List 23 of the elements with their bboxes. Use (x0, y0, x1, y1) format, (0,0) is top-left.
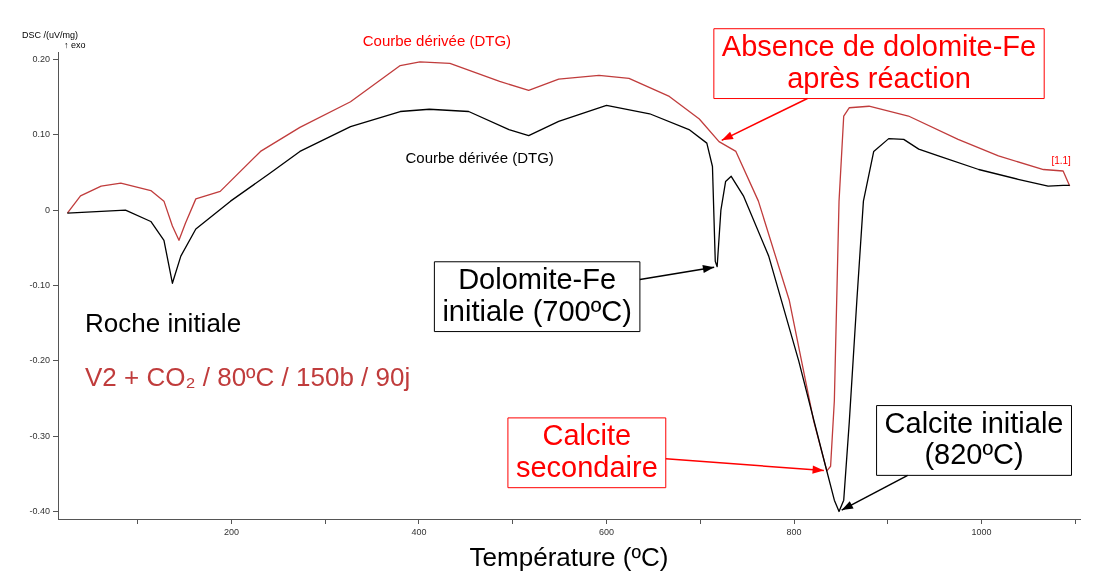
x-axis-title: Température (ºC) (469, 541, 669, 572)
text: V2 + CO₂ / 80ºC / 150b / 90j (85, 362, 411, 393)
y-axis-title: DSC /(uV/mg) ↑ exo (22, 30, 86, 50)
y-tick-label: 0.20 (32, 54, 50, 65)
annotation: Calcite initiale (820ºC) (884, 406, 1064, 471)
y-tick-label: 0.10 (32, 129, 50, 140)
annotation: Dolomite-Fe initiale (700ºC) (442, 262, 632, 327)
annotation: Absence de dolomite-Fe après réaction (721, 29, 1037, 94)
y-tick-label: -0.40 (29, 505, 50, 516)
series-label: Roche initiale (85, 308, 242, 339)
annotation: [1.1] (1051, 154, 1072, 166)
x-tick-label: 400 (411, 526, 427, 537)
y-tick-label: -0.20 (29, 355, 50, 366)
annotation: Calcite secondaire (515, 418, 658, 483)
x-tick-label: 600 (598, 526, 615, 537)
x-tick-label: 200 (223, 526, 239, 537)
y-tick-label: 0 (44, 204, 50, 215)
x-tick-label: 800 (786, 526, 802, 537)
annotation: Courbe dérivée (DTG) (405, 148, 554, 166)
annotation: Courbe dérivée (DTG) (362, 31, 512, 49)
x-tick-label: 1000 (971, 526, 992, 537)
y-tick-label: -0.10 (29, 279, 50, 290)
y-tick-label: -0.30 (29, 430, 50, 441)
